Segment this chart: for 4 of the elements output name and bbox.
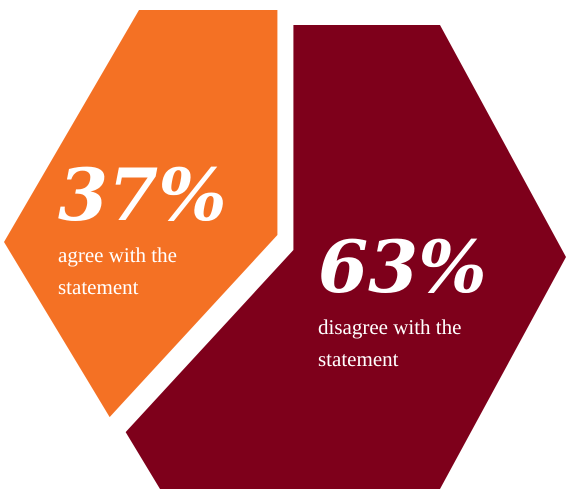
category-label: disagree with the statement bbox=[318, 315, 462, 371]
data-label: 63% bbox=[318, 224, 487, 309]
category-label: agree with the statement bbox=[58, 243, 177, 299]
data-label: 37% bbox=[58, 152, 227, 237]
